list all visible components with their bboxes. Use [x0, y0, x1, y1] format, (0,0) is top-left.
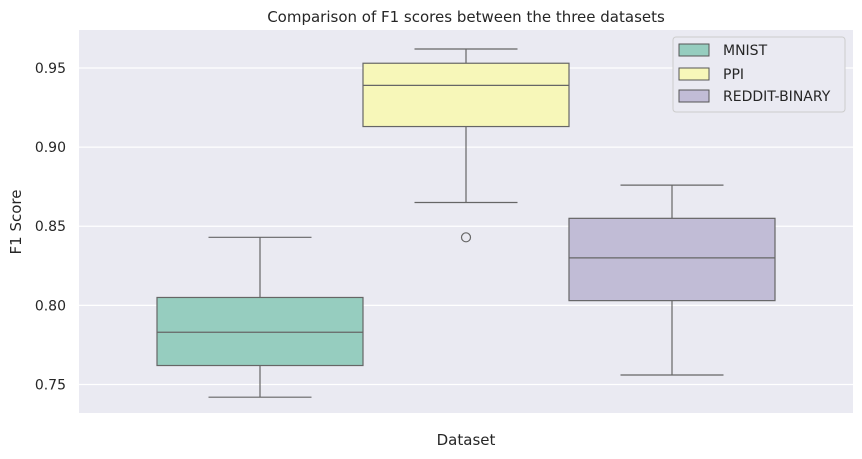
outlier-point — [460, 232, 472, 243]
iqr-box — [156, 296, 364, 367]
legend-label-ppi: PPI — [723, 67, 744, 83]
iqr-box — [568, 217, 776, 302]
y-tick-label: 0.85 — [35, 219, 66, 235]
legend-label-reddit-binary: REDDIT-BINARY — [723, 89, 831, 105]
chart-title: Comparison of F1 scores between the thre… — [267, 8, 665, 26]
legend-swatch-ppi — [678, 67, 710, 81]
legend: MNIST PPI REDDIT-BINARY — [672, 36, 846, 113]
boxes — [156, 48, 776, 398]
x-axis-label: Dataset — [437, 431, 496, 449]
y-tick-label: 0.75 — [35, 378, 66, 394]
y-tick-label: 0.90 — [35, 140, 66, 156]
y-axis-ticks: 0.75 0.80 0.85 0.90 0.95 — [35, 61, 66, 394]
box-ppi — [362, 48, 570, 243]
legend-frame — [672, 36, 846, 113]
legend-swatch-reddit-binary — [678, 89, 710, 103]
y-tick-label: 0.80 — [35, 298, 66, 314]
iqr-box — [362, 62, 570, 128]
y-tick-label: 0.95 — [35, 61, 66, 77]
box-reddit-binary — [568, 184, 776, 376]
legend-swatch-mnist — [678, 43, 710, 57]
legend-label-mnist: MNIST — [723, 43, 768, 59]
box-mnist — [156, 236, 364, 398]
y-axis-label: F1 Score — [7, 190, 25, 255]
